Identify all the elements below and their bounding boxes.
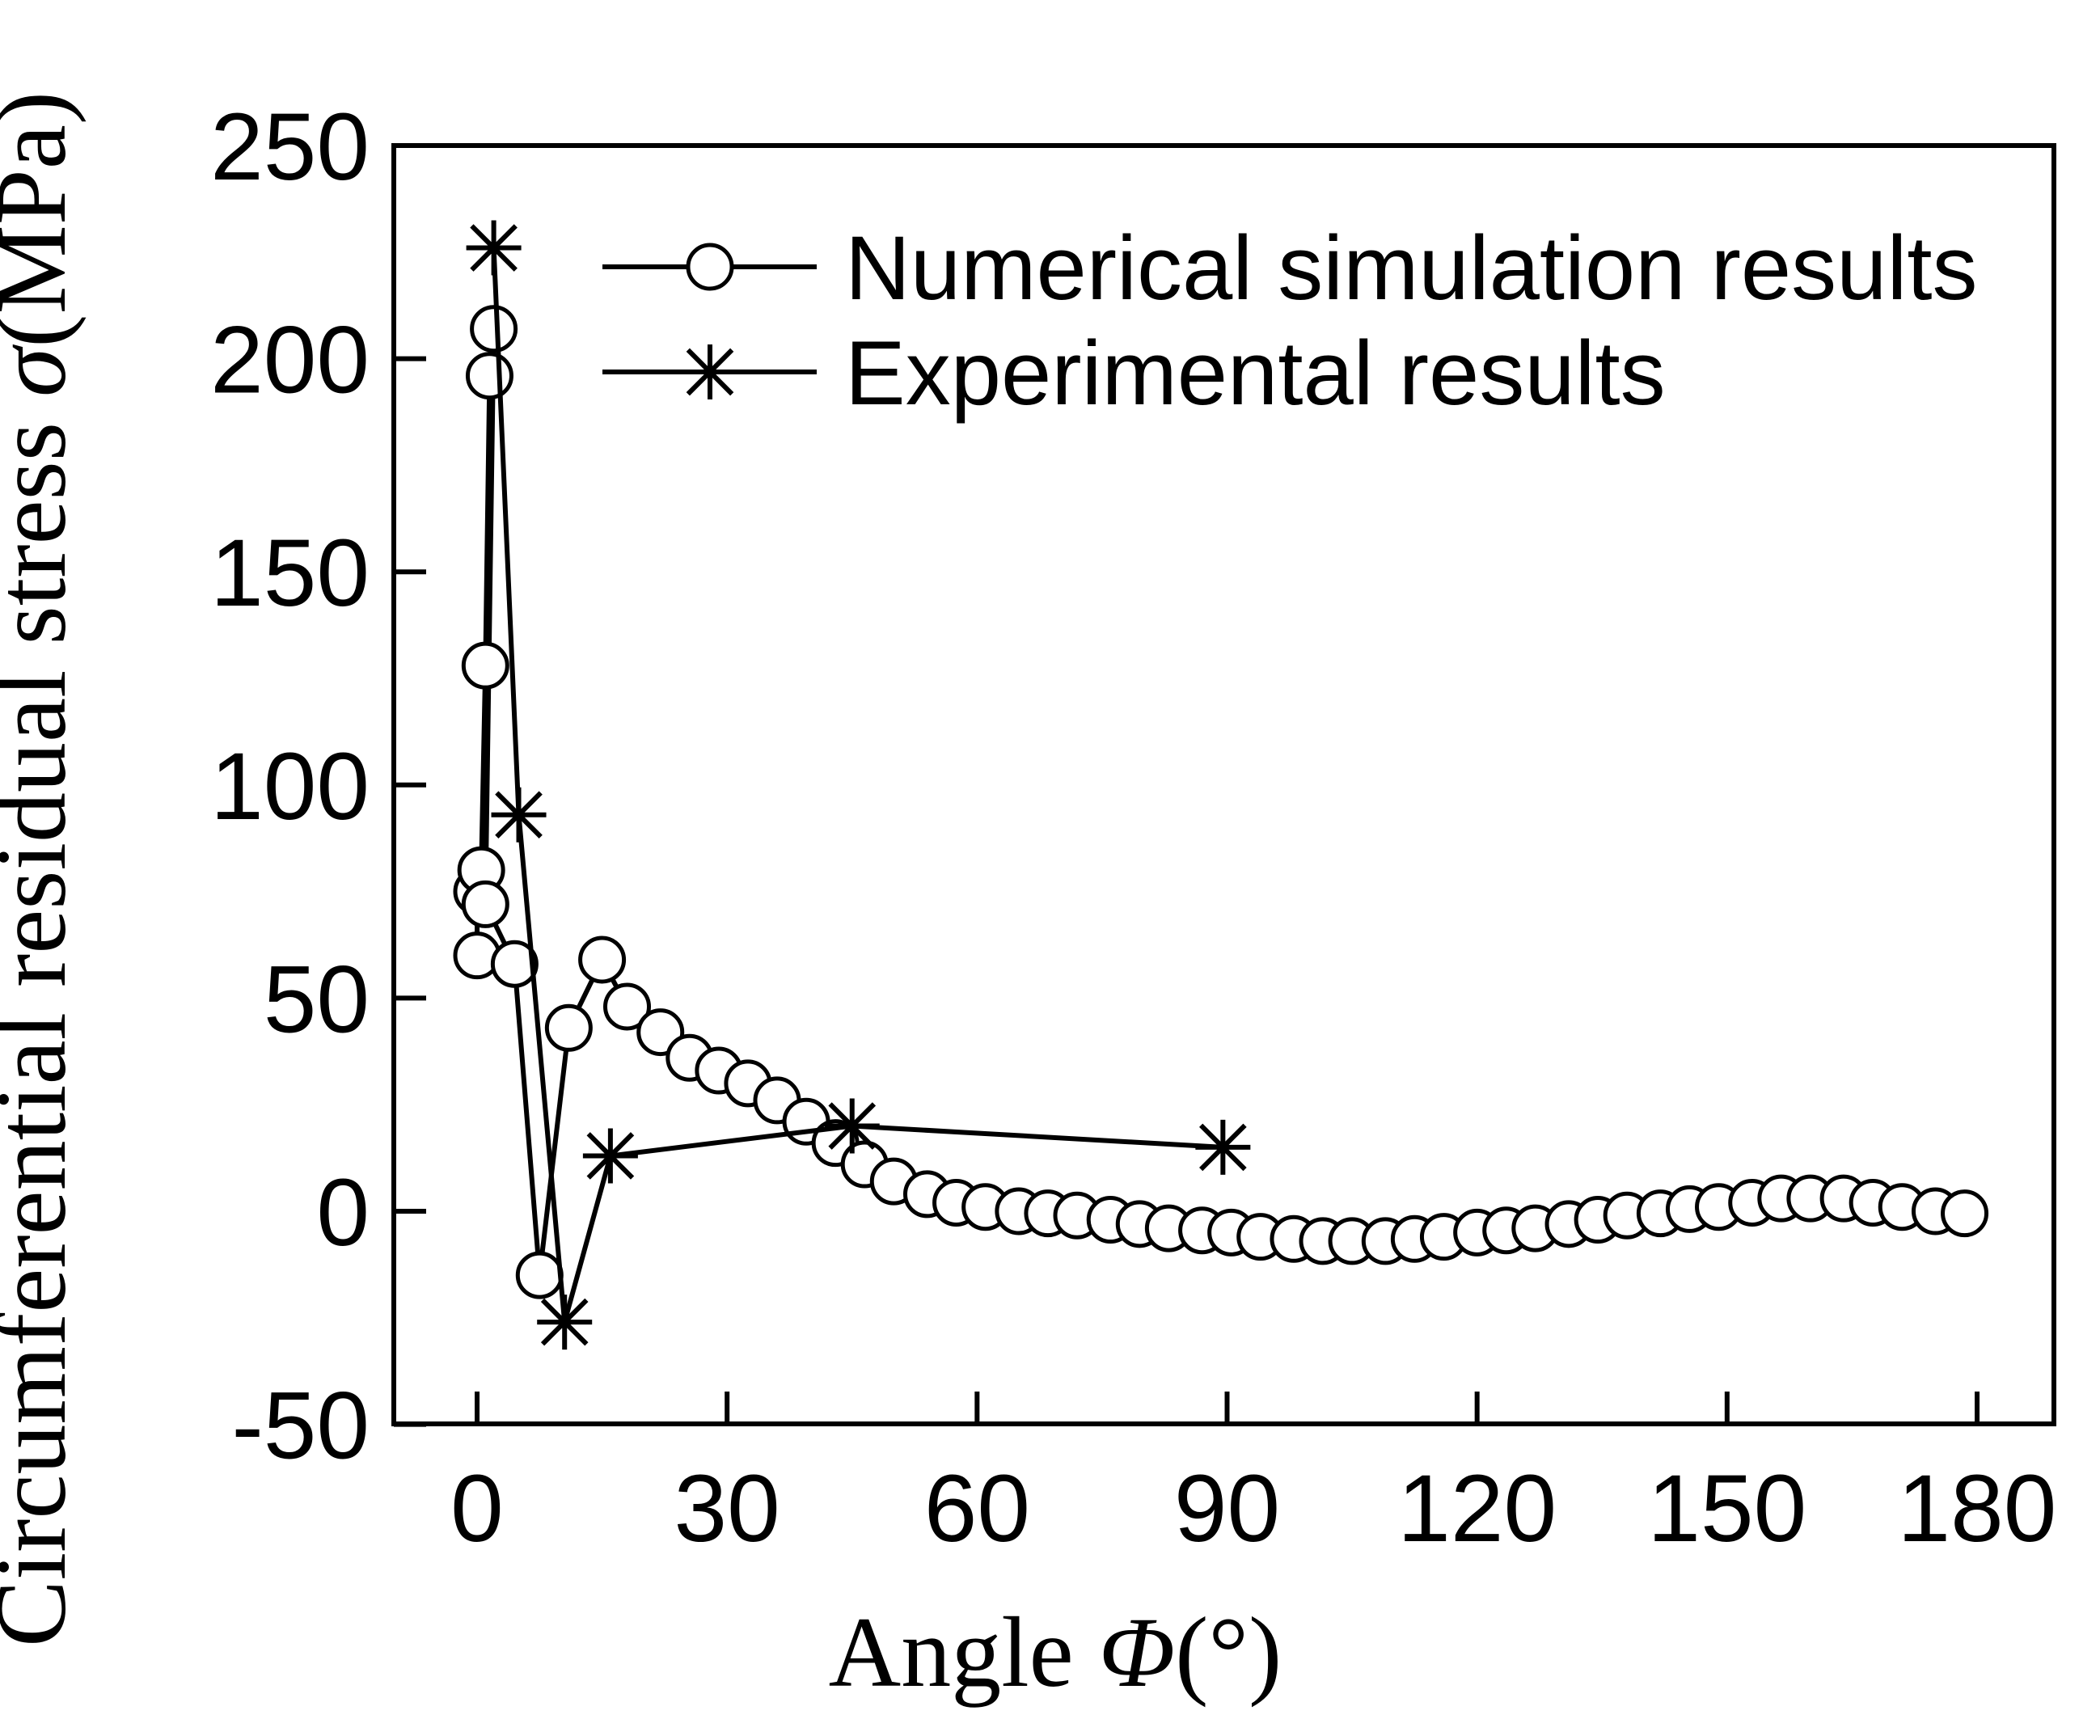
data-point-circle — [544, 1003, 593, 1052]
data-point-circle — [470, 305, 518, 353]
data-point-asterisk — [582, 1128, 638, 1184]
data-point-asterisk — [466, 220, 522, 276]
plot-area — [453, 220, 1989, 1350]
data-point-circle — [490, 940, 539, 988]
legend-item: Experimental results — [602, 323, 1666, 424]
legend-item: Numerical simulation results — [602, 218, 1977, 319]
data-point-asterisk — [491, 787, 547, 843]
series-numerical — [453, 305, 1989, 1299]
x-tick-label: 150 — [1647, 1455, 1806, 1562]
data-point-circle — [686, 243, 734, 291]
y-tick-label: 0 — [316, 1159, 370, 1266]
data-point-circle — [461, 880, 509, 928]
x-tick-label: 120 — [1397, 1455, 1557, 1562]
y-tick-label: 100 — [210, 733, 370, 840]
data-point-asterisk — [1195, 1119, 1251, 1175]
y-tick-label: 150 — [210, 520, 370, 627]
y-tick-label: -50 — [231, 1373, 370, 1480]
asterisk-glyph — [824, 1098, 880, 1154]
y-tick-label: 250 — [210, 94, 370, 201]
x-tick-label: 0 — [450, 1455, 504, 1562]
y-tick-label: 200 — [210, 307, 370, 414]
legend-label: Experimental results — [845, 323, 1666, 424]
asterisk-glyph — [582, 1128, 638, 1184]
legend-label: Numerical simulation results — [845, 218, 1977, 319]
data-point-asterisk — [824, 1098, 880, 1154]
y-tick-label: 50 — [264, 946, 370, 1053]
data-point-circle — [465, 352, 513, 400]
axis-ticks: 0 30 60 90 120 150 180 -50 0 50 100 150 200 250 — [210, 94, 2056, 1562]
x-axis-unit: (°) — [1175, 1597, 1282, 1708]
asterisk-glyph — [682, 344, 737, 399]
asterisk-glyph — [537, 1295, 593, 1350]
data-point-circle — [515, 1251, 564, 1299]
series-experimental — [466, 220, 1251, 1350]
y-axis-symbol: σ — [0, 344, 87, 397]
legend: Numerical simulation resultsExperimental… — [602, 218, 1977, 424]
x-axis-title: Angle Φ(°) — [829, 1597, 1282, 1708]
x-tick-label: 180 — [1898, 1455, 2057, 1562]
data-point-asterisk — [682, 344, 737, 399]
data-point-asterisk — [537, 1295, 593, 1350]
x-tick-label: 30 — [674, 1455, 780, 1562]
data-point-circle — [603, 982, 651, 1031]
series-line — [491, 247, 1223, 1325]
asterisk-glyph — [491, 787, 547, 843]
y-axis-title: Circumferential residual stress σ(MPa) — [0, 91, 87, 1647]
x-tick-label: 90 — [1174, 1455, 1280, 1562]
data-point-circle — [1941, 1189, 1989, 1238]
y-axis-unit: (MPa) — [0, 91, 87, 348]
y-axis-title-text: Circumferential residual stress — [0, 397, 87, 1647]
data-point-circle — [461, 641, 509, 690]
asterisk-glyph — [1195, 1119, 1251, 1175]
x-axis-symbol: Φ — [1099, 1597, 1175, 1708]
x-tick-label: 60 — [924, 1455, 1030, 1562]
data-point-circle — [578, 936, 627, 984]
asterisk-glyph — [466, 220, 522, 276]
x-axis-title-text: Angle — [829, 1597, 1099, 1708]
